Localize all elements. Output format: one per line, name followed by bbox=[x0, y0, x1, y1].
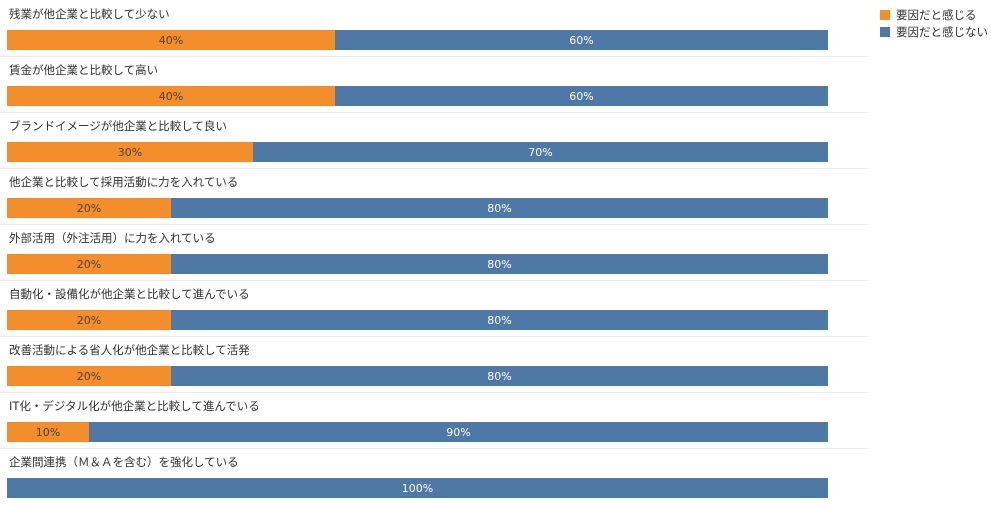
row-divider bbox=[0, 280, 868, 281]
chart-row: 賃金が他企業と比較して高い 40% 60% bbox=[0, 57, 868, 113]
bar-segment-not-factor[interactable]: 80% bbox=[171, 198, 828, 218]
row-divider bbox=[0, 224, 868, 225]
bar-segment-factor[interactable]: 20% bbox=[7, 310, 171, 330]
chart-row: 自動化・設備化が他企業と比較して進んでいる 20% 80% bbox=[0, 281, 868, 337]
bar-segment-factor[interactable]: 40% bbox=[7, 86, 335, 106]
category-label: 他企業と比較して採用活動に力を入れている bbox=[9, 175, 239, 189]
chart-row: 改善活動による省人化が他企業と比較して活発 20% 80% bbox=[0, 337, 868, 393]
category-label: ブランドイメージが他企業と比較して良い bbox=[9, 119, 227, 133]
bar-track: 20% 80% bbox=[7, 310, 828, 330]
bar-track: 20% 80% bbox=[7, 198, 828, 218]
stacked-bar-chart: 残業が他企業と比較して少ない 40% 60% 賃金が他企業と比較して高い 40% 60% ブ… bbox=[0, 7, 868, 498]
bar-track: 20% 80% bbox=[7, 254, 828, 274]
legend: 要因だと感じる 要因だと感じない bbox=[880, 6, 988, 40]
category-label: 残業が他企業と比較して少ない bbox=[9, 7, 170, 21]
row-divider bbox=[0, 336, 868, 337]
bar-track: 40% 60% bbox=[7, 86, 828, 106]
chart-row: ブランドイメージが他企業と比較して良い 30% 70% bbox=[0, 113, 868, 169]
bar-segment-not-factor[interactable]: 80% bbox=[171, 366, 828, 386]
row-divider bbox=[0, 112, 868, 113]
legend-item-not-factor[interactable]: 要因だと感じない bbox=[880, 23, 988, 40]
legend-swatch-not-factor bbox=[880, 26, 890, 37]
bar-segment-not-factor[interactable]: 60% bbox=[335, 30, 828, 50]
bar-track: 20% 80% bbox=[7, 366, 828, 386]
category-label: 改善活動による省人化が他企業と比較して活発 bbox=[9, 343, 250, 357]
bar-segment-factor[interactable]: 10% bbox=[7, 422, 89, 442]
row-divider bbox=[0, 168, 868, 169]
legend-label-not-factor: 要因だと感じない bbox=[896, 24, 988, 39]
chart-row: 他企業と比較して採用活動に力を入れている 20% 80% bbox=[0, 169, 868, 225]
bar-segment-not-factor[interactable]: 90% bbox=[89, 422, 828, 442]
chart-row: IT化・デジタル化が他企業と比較して進んでいる 10% 90% bbox=[0, 393, 868, 449]
row-divider bbox=[0, 56, 868, 57]
bar-segment-factor[interactable]: 40% bbox=[7, 30, 335, 50]
bar-track: 40% 60% bbox=[7, 30, 828, 50]
bar-track: 10% 90% bbox=[7, 422, 828, 442]
row-divider bbox=[0, 392, 868, 393]
chart-row: 残業が他企業と比較して少ない 40% 60% bbox=[0, 1, 868, 57]
bar-track: 100% bbox=[7, 478, 828, 498]
bar-segment-not-factor[interactable]: 100% bbox=[7, 478, 828, 498]
chart-row: 企業間連携（Ｍ＆Ａを含む）を強化している 100% bbox=[0, 449, 868, 505]
bar-segment-not-factor[interactable]: 80% bbox=[171, 310, 828, 330]
chart-row: 外部活用（外注活用）に力を入れている 20% 80% bbox=[0, 225, 868, 281]
legend-label-factor: 要因だと感じる bbox=[896, 7, 977, 22]
bar-segment-not-factor[interactable]: 70% bbox=[253, 142, 828, 162]
category-label: 賃金が他企業と比較して高い bbox=[9, 63, 159, 77]
category-label: 外部活用（外注活用）に力を入れている bbox=[9, 231, 216, 245]
category-label: IT化・デジタル化が他企業と比較して進んでいる bbox=[9, 399, 260, 413]
row-divider bbox=[0, 448, 868, 449]
bar-segment-factor[interactable]: 20% bbox=[7, 254, 171, 274]
legend-swatch-factor bbox=[880, 9, 890, 20]
bar-segment-factor[interactable]: 20% bbox=[7, 198, 171, 218]
category-label: 自動化・設備化が他企業と比較して進んでいる bbox=[9, 287, 250, 301]
category-label: 企業間連携（Ｍ＆Ａを含む）を強化している bbox=[9, 455, 239, 469]
bar-segment-factor[interactable]: 30% bbox=[7, 142, 253, 162]
bar-segment-factor[interactable]: 20% bbox=[7, 366, 171, 386]
bar-track: 30% 70% bbox=[7, 142, 828, 162]
bar-segment-not-factor[interactable]: 80% bbox=[171, 254, 828, 274]
bar-segment-not-factor[interactable]: 60% bbox=[335, 86, 828, 106]
legend-item-factor[interactable]: 要因だと感じる bbox=[880, 6, 988, 23]
